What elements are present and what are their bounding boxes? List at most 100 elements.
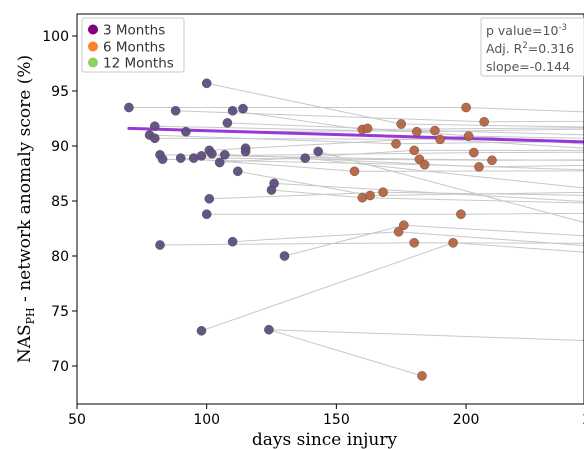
data-point-6-months (463, 131, 474, 141)
data-point-3-months (201, 78, 212, 89)
data-point-3-months (170, 106, 181, 116)
data-point-3-months (204, 193, 215, 204)
data-point-6-months (411, 126, 422, 137)
x-tick-label: 250 (582, 412, 584, 428)
data-point-3-months (149, 133, 160, 144)
x-tick-label: 150 (323, 412, 350, 428)
data-point-3-months (196, 325, 207, 336)
connector-line-29 (318, 151, 584, 223)
adj-r2-value: =0.316 (528, 41, 574, 56)
legend-label-12-months: 12 Months (103, 56, 174, 72)
data-point-6-months (448, 237, 458, 248)
y-tick-label: 75 (51, 304, 69, 320)
data-point-3-months (240, 146, 251, 157)
data-point-3-months (157, 154, 168, 164)
data-point-3-months (313, 146, 324, 157)
legend-label-3-months: 3 Months (103, 23, 165, 39)
x-tick-label: 100 (193, 412, 220, 428)
x-tick-label: 50 (68, 412, 86, 428)
y-axis-label: NASPH - network anomaly score (%) (15, 55, 37, 363)
data-point-3-months (124, 102, 134, 113)
data-point-3-months (149, 121, 160, 131)
slope-text: slope=-0.144 (486, 59, 570, 74)
data-point-3-months (227, 106, 238, 116)
data-point-6-months (456, 209, 466, 219)
p-value-base: p value=10 (486, 23, 558, 38)
legend-marker-12-months (88, 57, 98, 68)
data-point-3-months (264, 324, 274, 335)
regression-line-path (127, 126, 584, 144)
x-axis-label: days since injury (252, 430, 398, 449)
y-tick-label: 100 (42, 29, 69, 45)
adj-r2-prefix: Adj. R (486, 41, 523, 56)
data-point-6-months (419, 159, 430, 170)
legend-box (81, 17, 185, 73)
data-point-6-months (487, 155, 497, 166)
y-tick-label: 95 (51, 84, 69, 100)
adj-r2-text: Adj. R2=0.316 (486, 41, 574, 56)
connector-line-23 (232, 231, 584, 247)
y-tick-label: 90 (51, 139, 69, 155)
regression-line (127, 126, 584, 144)
y-axis-label-main: NAS (15, 324, 35, 363)
data-point-6-months (409, 145, 420, 156)
data-point-6-months (461, 102, 471, 113)
data-point-3-months (155, 240, 165, 250)
data-point-6-months (398, 220, 409, 230)
data-point-6-months (365, 190, 375, 201)
x-axis-ticks: 50100150200250300350400 (68, 404, 584, 428)
legend: 3 Months 6 Months 12 Months (81, 17, 185, 73)
data-point-6-months (409, 237, 420, 248)
y-axis-label-subscript: PH (24, 307, 37, 324)
connector-line-27 (268, 329, 423, 377)
data-point-6-months (479, 117, 490, 127)
p-value-text: p value=10-3 (486, 23, 567, 38)
data-point-3-months (181, 126, 191, 137)
data-point-6-months (362, 123, 373, 134)
data-point-6-months (396, 119, 407, 129)
y-axis-label-rest: - network anomaly score (%) (15, 55, 35, 308)
y-tick-label: 80 (51, 249, 69, 265)
legend-marker-6-months (88, 41, 98, 52)
data-point-6-months (430, 125, 440, 136)
p-value-exponent: -3 (558, 23, 566, 33)
connector-line-25 (201, 242, 584, 332)
plot-frame (76, 13, 584, 405)
adj-r2-superscript: 2 (522, 41, 527, 51)
legend-marker-3-months (88, 24, 98, 35)
data-point-3-months (279, 251, 290, 261)
data-point-3-months (201, 209, 212, 219)
data-point-6-months (435, 134, 445, 145)
data-points (124, 78, 497, 381)
data-point-3-months (269, 178, 279, 189)
data-point-6-months (468, 147, 479, 158)
data-point-6-months (417, 371, 427, 381)
data-point-3-months (227, 236, 238, 247)
data-point-6-months (474, 162, 484, 172)
data-point-3-months (238, 103, 248, 114)
data-point-6-months (378, 187, 388, 197)
data-point-3-months (214, 157, 225, 168)
data-point-3-months (196, 151, 207, 161)
y-tick-label: 85 (51, 194, 69, 210)
connector-line-18 (206, 212, 584, 215)
y-tick-label: 70 (51, 359, 69, 375)
connector-line-22 (284, 224, 584, 257)
data-point-6-months (391, 138, 401, 149)
data-point-3-months (219, 149, 230, 160)
connector-line-21 (274, 182, 584, 202)
data-point-3-months (300, 153, 311, 163)
data-point-6-months (393, 226, 404, 237)
connector-line-28 (305, 157, 584, 189)
stats-box: p value=10-3 Adj. R2=0.316 slope=-0.144 (480, 17, 584, 77)
legend-label-6-months: 6 Months (103, 40, 165, 56)
data-point-6-months (349, 166, 360, 177)
data-point-3-months (232, 166, 243, 177)
data-point-3-months (207, 148, 217, 159)
data-point-3-months (222, 118, 233, 128)
connector-line-24 (159, 242, 584, 246)
stats-box-frame (480, 17, 584, 77)
connector-line-16 (232, 110, 584, 131)
connector-line-26 (268, 329, 584, 342)
